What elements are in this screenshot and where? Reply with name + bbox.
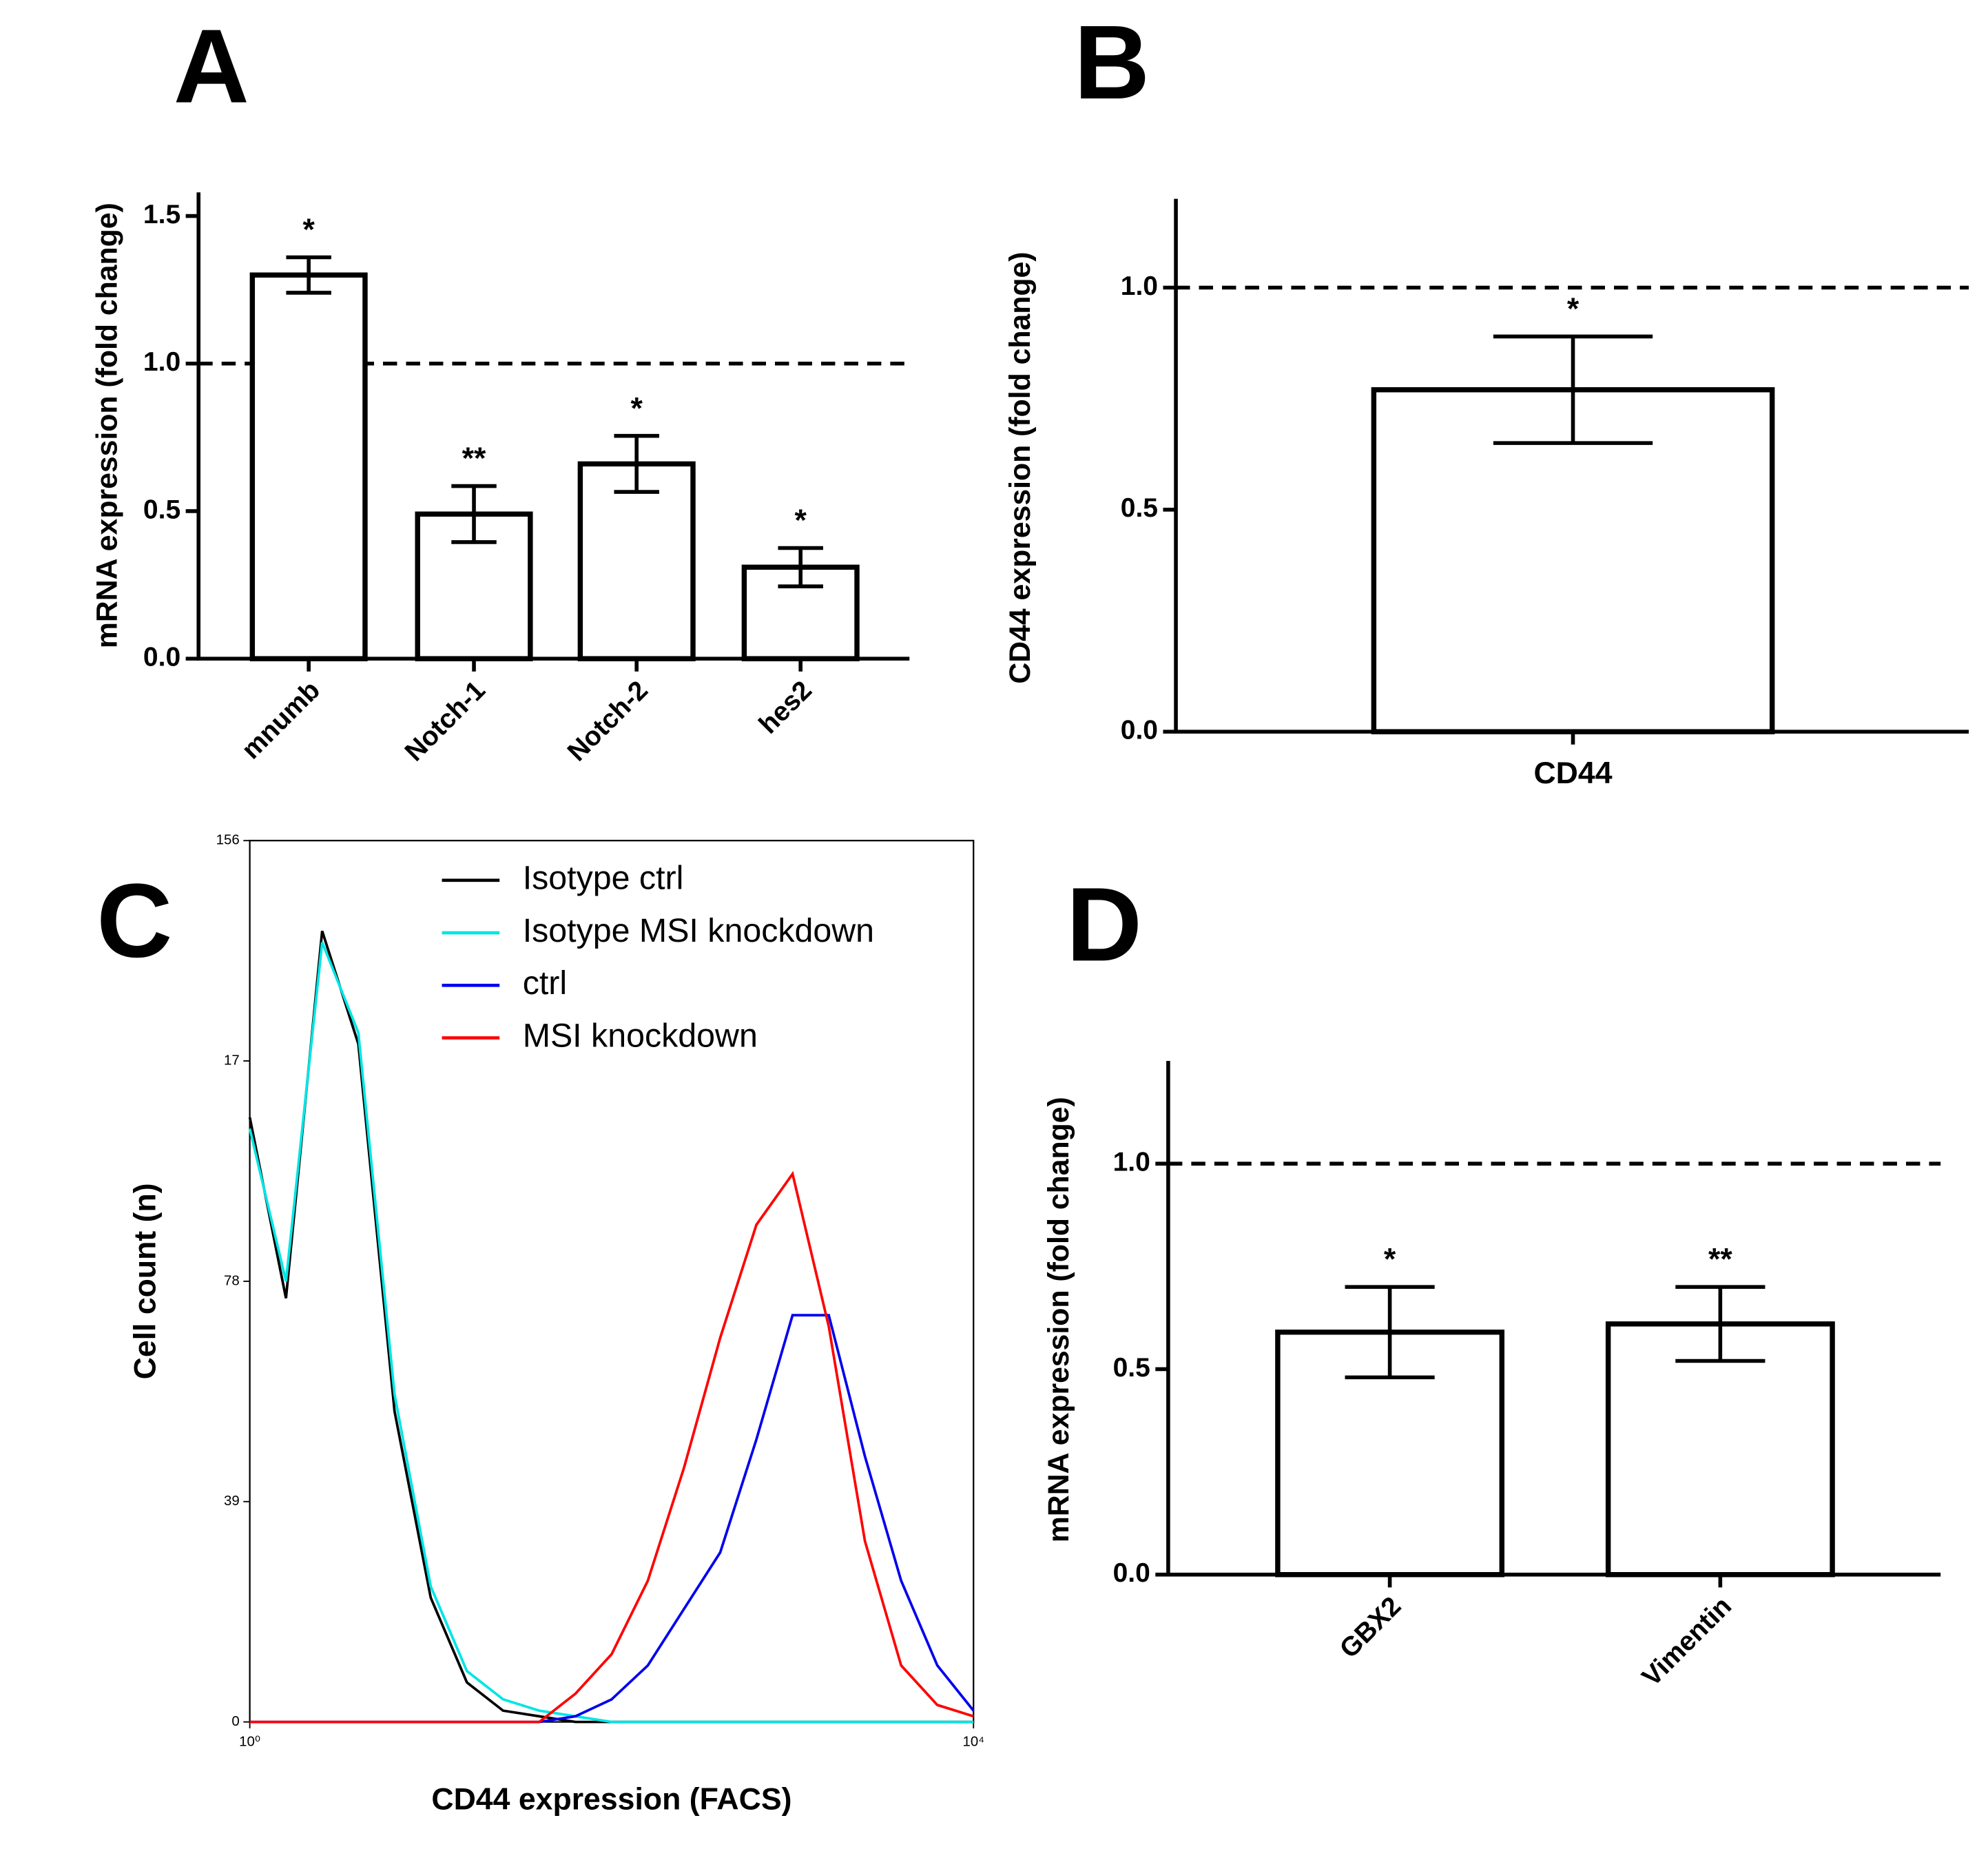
error-bar [778,546,823,588]
histogram-line [248,942,974,1724]
y-axis-label: CD44 expression (fold change) [1004,252,1037,684]
x-tick-label: hes2 [754,675,818,739]
y-tick-label: 1.0 [143,347,180,377]
panel-letter: C [96,862,172,980]
y-tick-label: 1.0 [1113,1147,1150,1177]
legend-label: MSI knockdown [523,1017,758,1054]
y-tick-label: 1.0 [1121,271,1158,301]
bar [249,272,368,661]
x-tick-label: mnumb [236,675,326,765]
significance: ** [1708,1243,1732,1277]
x-tick-label: 10⁰ [239,1734,260,1750]
panel-letter: A [174,8,249,125]
plot-frame [249,840,975,1723]
error-bar [1675,1285,1766,1363]
histogram-line [249,1170,974,1724]
significance: * [1567,292,1580,326]
x-tick-label: Notch-1 [400,675,491,767]
x-tick-label: GBX2 [1334,1591,1407,1664]
error-bar [1345,1285,1435,1380]
histogram-line [249,1314,975,1724]
y-tick-label: 0.5 [143,495,180,524]
bar [1605,1321,1835,1578]
y-tick-label: 0.5 [1121,493,1158,523]
legend-label: Isotype ctrl [523,860,684,897]
x-tick-label: 10⁴ [962,1734,984,1750]
y-tick-label: 17 [224,1052,240,1068]
x-tick-label: Notch-2 [562,675,654,767]
significance: * [795,504,807,537]
y-tick-label: 0.0 [1113,1558,1150,1588]
y-axis-label: Cell count (n) [129,1183,163,1379]
legend-label: ctrl [523,964,567,1002]
x-tick-label: Vimentin [1637,1591,1738,1693]
y-tick-label: 39 [224,1493,240,1509]
y-tick-label: 78 [224,1272,240,1288]
error-bar [286,255,331,295]
y-tick-label: 0.0 [143,642,180,672]
error-bar [451,484,497,544]
y-axis-label: mRNA expression (fold change) [90,203,123,648]
error-bar [1493,334,1653,445]
significance: * [631,391,643,425]
y-tick-label: 156 [216,832,240,848]
y-tick-label: 0 [231,1713,239,1729]
legend-label: Isotype MSI knockdown [523,912,874,949]
y-tick-label: 1.5 [143,200,180,229]
x-tick-label: CD44 [1533,756,1612,790]
significance: ** [462,442,486,475]
panel-letter: B [1074,4,1150,121]
error-bar [614,433,659,494]
y-tick-label: 0.5 [1113,1353,1150,1383]
x-axis-label: CD44 expression (FACS) [431,1783,791,1817]
y-tick-label: 0.0 [1121,715,1158,745]
significance: * [302,213,315,247]
panel-letter: D [1066,866,1142,983]
significance: * [1384,1243,1396,1277]
y-axis-label: mRNA expression (fold change) [1042,1097,1075,1542]
